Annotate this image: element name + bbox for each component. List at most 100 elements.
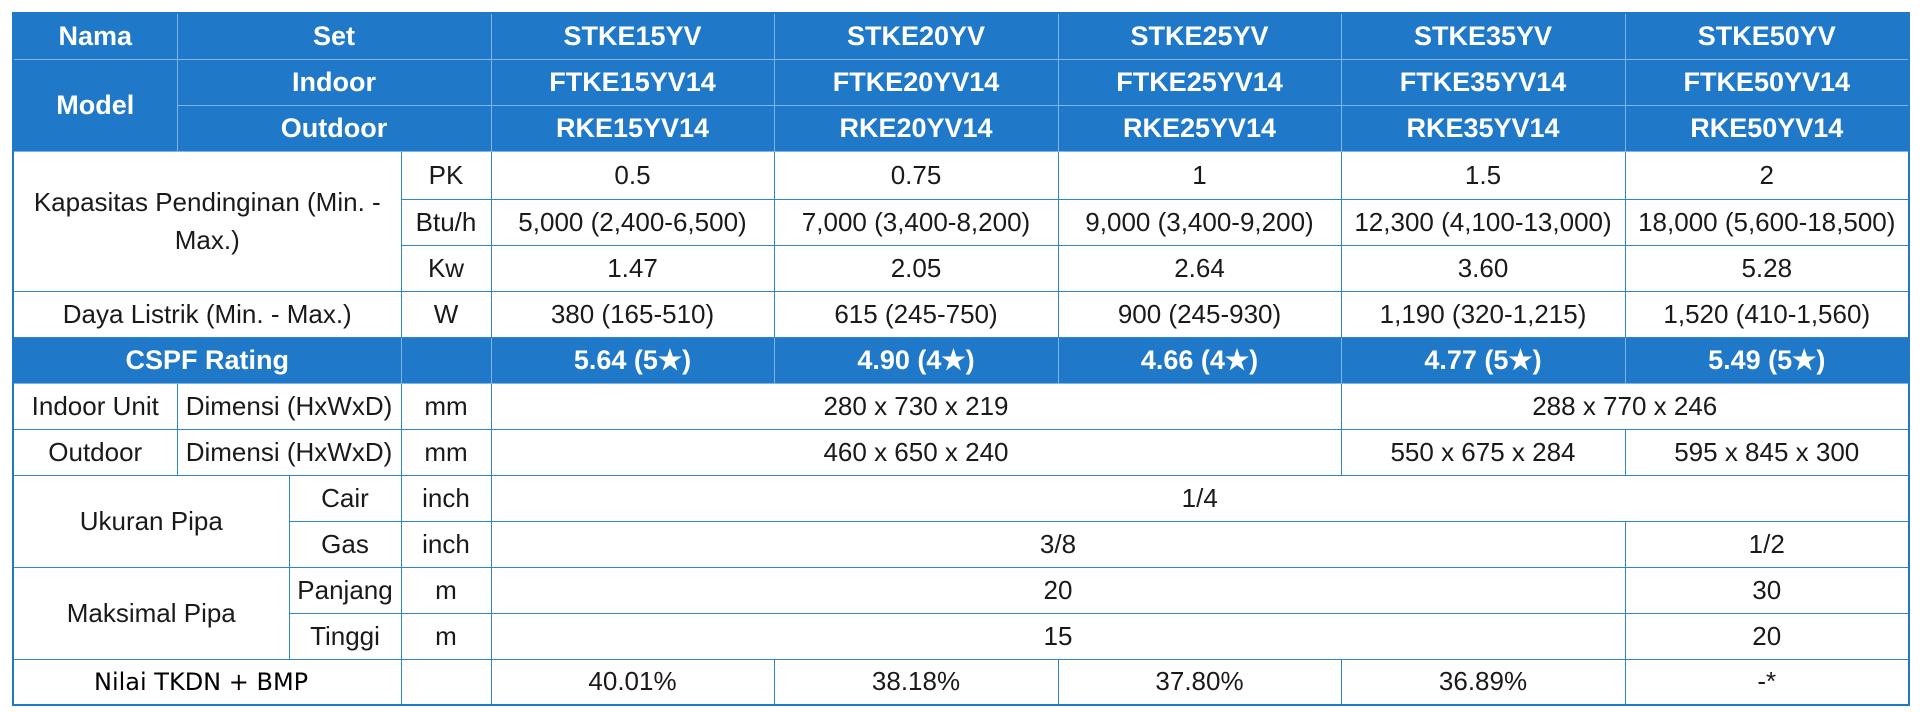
capacity-kw-value: 1.47 bbox=[490, 244, 775, 292]
outdoor-dim-value: 550 x 675 x 284 bbox=[1340, 428, 1626, 476]
header-row-outdoor: Outdoor RKE15YV14 RKE20YV14 RKE25YV14 RK… bbox=[13, 104, 1910, 152]
set-value: STKE15YV bbox=[490, 12, 775, 60]
capacity-pk-value: 2 bbox=[1624, 150, 1910, 200]
capacity-btu-value: 9,000 (3,400-9,200) bbox=[1057, 198, 1342, 246]
outdoor-dim-value: 595 x 845 x 300 bbox=[1624, 428, 1910, 476]
set-label: Set bbox=[176, 12, 492, 60]
power-value: 1,190 (320-1,215) bbox=[1340, 290, 1626, 338]
indoor-model: FTKE15YV14 bbox=[490, 58, 775, 106]
tkdn-label: Nilai TKDN + BMP bbox=[12, 658, 402, 706]
header-row-set: Nama Set STKE15YV STKE20YV STKE25YV STKE… bbox=[12, 12, 1910, 60]
nama-label: Nama bbox=[12, 12, 178, 60]
outdoor-model: RKE25YV14 bbox=[1057, 104, 1342, 152]
pipe-gas-row: Gas inch 3/8 1/2 bbox=[13, 520, 1910, 568]
pipe-gas-value: 3/8 bbox=[490, 520, 1626, 568]
pipe-panjang-row: Maksimal Pipa Panjang m 20 30 bbox=[12, 566, 1910, 660]
tkdn-unit-empty bbox=[400, 658, 492, 706]
capacity-btu-value: 5,000 (2,400-6,500) bbox=[490, 198, 775, 246]
capacity-btu-value: 12,300 (4,100-13,000) bbox=[1340, 198, 1626, 246]
outdoor-label: Outdoor bbox=[176, 104, 492, 152]
cspf-value: 4.66 (4★) bbox=[1057, 336, 1342, 384]
pipe-panjang-unit: m bbox=[400, 566, 492, 614]
pipe-tinggi-value: 15 bbox=[490, 612, 1626, 660]
pipe-panjang-value: 30 bbox=[1624, 566, 1910, 614]
power-value: 900 (245-930) bbox=[1057, 290, 1342, 338]
pipe-panjang-label: Panjang bbox=[288, 566, 402, 614]
outdoor-model: RKE35YV14 bbox=[1340, 104, 1626, 152]
model-label: Model bbox=[12, 58, 178, 152]
tkdn-value: 36.89% bbox=[1340, 658, 1626, 706]
tkdn-value: 40.01% bbox=[490, 658, 775, 706]
cspf-unit-empty bbox=[400, 336, 492, 384]
header-row-indoor: Model Indoor FTKE15YV14 FTKE20YV14 FTKE2… bbox=[12, 58, 1910, 152]
capacity-pk-row: Kapasitas Pendinginan (Min. - Max.) PK 0… bbox=[12, 150, 1910, 292]
capacity-pk-value: 0.75 bbox=[773, 150, 1059, 200]
spec-table: Nama Set STKE15YV STKE20YV STKE25YV STKE… bbox=[12, 12, 1910, 706]
pipe-max-label: Maksimal Pipa bbox=[12, 566, 290, 660]
indoor-label: Indoor bbox=[176, 58, 492, 106]
pipe-tinggi-unit: m bbox=[400, 612, 492, 660]
capacity-btu-unit: Btu/h bbox=[400, 198, 492, 246]
indoor-model: FTKE20YV14 bbox=[773, 58, 1059, 106]
pipe-cair-value: 1/4 bbox=[490, 474, 1910, 522]
capacity-kw-value: 5.28 bbox=[1624, 244, 1910, 292]
capacity-kw-value: 3.60 bbox=[1340, 244, 1626, 292]
power-unit: W bbox=[400, 290, 492, 338]
pipe-gas-value: 1/2 bbox=[1624, 520, 1910, 568]
pipe-gas-unit: inch bbox=[400, 520, 492, 568]
capacity-kw-value: 2.05 bbox=[773, 244, 1059, 292]
outdoor-dim-row: Outdoor Dimensi (HxWxD) mm 460 x 650 x 2… bbox=[12, 428, 1910, 476]
tkdn-value: 38.18% bbox=[773, 658, 1059, 706]
set-value: STKE35YV bbox=[1340, 12, 1626, 60]
outdoor-dim-unit: mm bbox=[400, 428, 492, 476]
capacity-btu-value: 7,000 (3,400-8,200) bbox=[773, 198, 1059, 246]
set-value: STKE50YV bbox=[1624, 12, 1910, 60]
cspf-value: 5.64 (5★) bbox=[490, 336, 775, 384]
pipe-cair-label: Cair bbox=[288, 474, 402, 522]
capacity-pk-value: 1.5 bbox=[1340, 150, 1626, 200]
pipe-cair-unit: inch bbox=[400, 474, 492, 522]
indoor-model: FTKE50YV14 bbox=[1624, 58, 1910, 106]
power-value: 380 (165-510) bbox=[490, 290, 775, 338]
power-label: Daya Listrik (Min. - Max.) bbox=[12, 290, 402, 338]
indoor-dim-row: Indoor Unit Dimensi (HxWxD) mm 280 x 730… bbox=[12, 382, 1910, 430]
tkdn-value: 37.80% bbox=[1057, 658, 1342, 706]
pipe-panjang-value: 20 bbox=[490, 566, 1626, 614]
outdoor-dim-value: 460 x 650 x 240 bbox=[490, 428, 1342, 476]
cspf-row: CSPF Rating 5.64 (5★) 4.90 (4★) 4.66 (4★… bbox=[12, 336, 1910, 384]
pipe-tinggi-row: Tinggi m 15 20 bbox=[13, 612, 1910, 660]
capacity-pk-value: 1 bbox=[1057, 150, 1342, 200]
cspf-value: 4.90 (4★) bbox=[773, 336, 1059, 384]
outdoor-model: RKE50YV14 bbox=[1624, 104, 1910, 152]
indoor-dim-value: 288 x 770 x 246 bbox=[1340, 382, 1910, 430]
indoor-dim-unit: mm bbox=[400, 382, 492, 430]
capacity-pk-unit: PK bbox=[400, 150, 492, 200]
outdoor-dim-label: Dimensi (HxWxD) bbox=[176, 428, 402, 476]
set-value: STKE20YV bbox=[773, 12, 1059, 60]
capacity-pk-value: 0.5 bbox=[490, 150, 775, 200]
pipe-tinggi-label: Tinggi bbox=[288, 612, 402, 660]
cspf-value: 5.49 (5★) bbox=[1624, 336, 1910, 384]
power-row: Daya Listrik (Min. - Max.) W 380 (165-51… bbox=[12, 290, 1910, 338]
pipe-size-label: Ukuran Pipa bbox=[12, 474, 290, 568]
indoor-dim-value: 280 x 730 x 219 bbox=[490, 382, 1342, 430]
cspf-value: 4.77 (5★) bbox=[1340, 336, 1626, 384]
pipe-gas-label: Gas bbox=[288, 520, 402, 568]
pipe-cair-row: Ukuran Pipa Cair inch 1/4 bbox=[12, 474, 1910, 568]
power-value: 615 (245-750) bbox=[773, 290, 1059, 338]
capacity-kw-unit: Kw bbox=[400, 244, 492, 292]
indoor-unit-label: Indoor Unit bbox=[12, 382, 178, 430]
outdoor-model: RKE20YV14 bbox=[773, 104, 1059, 152]
capacity-label: Kapasitas Pendinginan (Min. - Max.) bbox=[12, 150, 402, 292]
tkdn-value: -* bbox=[1624, 658, 1910, 706]
indoor-dim-label: Dimensi (HxWxD) bbox=[176, 382, 402, 430]
capacity-kw-value: 2.64 bbox=[1057, 244, 1342, 292]
capacity-btu-value: 18,000 (5,600-18,500) bbox=[1624, 198, 1910, 246]
pipe-tinggi-value: 20 bbox=[1624, 612, 1910, 660]
tkdn-row: Nilai TKDN + BMP 40.01% 38.18% 37.80% 36… bbox=[12, 658, 1910, 706]
power-value: 1,520 (410-1,560) bbox=[1624, 290, 1910, 338]
outdoor-model: RKE15YV14 bbox=[490, 104, 775, 152]
outdoor-unit-label: Outdoor bbox=[12, 428, 178, 476]
capacity-kw-row: Kw 1.47 2.05 2.64 3.60 5.28 bbox=[13, 244, 1910, 292]
indoor-model: FTKE35YV14 bbox=[1340, 58, 1626, 106]
